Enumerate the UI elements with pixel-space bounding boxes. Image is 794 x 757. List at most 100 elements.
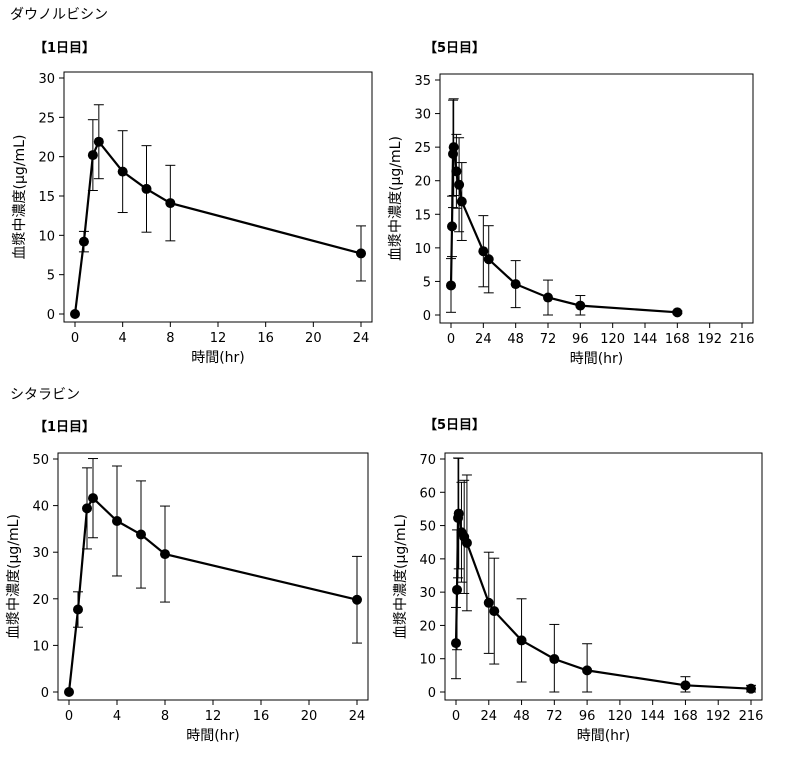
x-tick-label: 12 <box>210 331 227 346</box>
x-tick-label: 0 <box>65 709 73 724</box>
data-point <box>447 221 458 232</box>
y-tick-label: 10 <box>419 653 436 668</box>
data-point <box>454 179 465 190</box>
chart2-day-label: 【5日目】 <box>424 41 486 56</box>
data-point <box>452 584 463 595</box>
x-tick-label: 168 <box>673 709 698 724</box>
x-tick-label: 20 <box>301 709 318 724</box>
x-tick-label: 16 <box>253 709 270 724</box>
data-point <box>510 279 521 290</box>
x-tick-label: 8 <box>166 331 174 346</box>
section-title-daunorubicin: ダウノルビシン <box>10 7 108 23</box>
y-tick-label: 5 <box>47 269 55 284</box>
x-tick-label: 120 <box>607 709 632 724</box>
y-tick-label: 15 <box>414 208 431 223</box>
data-point <box>70 309 80 319</box>
data-point <box>483 597 494 608</box>
y-tick-label: 10 <box>414 242 431 257</box>
data-point <box>352 594 362 605</box>
x-tick-label: 24 <box>475 332 492 347</box>
data-point <box>117 166 128 177</box>
y-tick-label: 40 <box>419 553 436 568</box>
series-line <box>449 146 678 314</box>
y-tick-label: 40 <box>32 500 49 515</box>
chart-1: 0 5 10 15 20 25 30 0 4 8 12 16 20 24 時間(hr) 血漿中濃度(μg/mL… <box>12 71 373 366</box>
x-tick-label: 120 <box>600 332 625 347</box>
y-tick-label: 25 <box>38 111 55 126</box>
chart4-day-label: 【5日目】 <box>424 418 486 433</box>
series-line <box>73 139 362 315</box>
x-tick-label: 16 <box>257 331 274 346</box>
data-point <box>356 248 366 259</box>
x-tick-label: 192 <box>706 709 731 724</box>
data-point <box>73 604 83 615</box>
chart-4: 0 10 20 30 40 50 60 70 0 24 48 72 96 120 144 168 192 216 時… <box>393 452 764 744</box>
x-tick-label: 96 <box>579 709 596 724</box>
data-point <box>746 683 756 694</box>
x-tick-label: 192 <box>697 332 722 347</box>
data-point <box>136 529 146 540</box>
y-tick-label: 15 <box>38 190 55 205</box>
x-tick-label: 0 <box>452 709 460 724</box>
y-tick-label: 30 <box>419 586 436 601</box>
plot-area-frame <box>57 452 369 701</box>
data-point <box>582 665 593 676</box>
y-tick-label: 10 <box>38 229 55 244</box>
x-tick-label: 72 <box>540 332 557 347</box>
data-point <box>448 142 459 153</box>
data-point <box>160 549 170 560</box>
y-tick-label: 20 <box>32 593 49 608</box>
x-tick-label: 144 <box>633 332 658 347</box>
y-tick-label: 10 <box>32 639 49 654</box>
x-tick-label: 168 <box>665 332 690 347</box>
y-tick-label: 70 <box>419 453 436 468</box>
y-tick-label: 0 <box>423 309 431 324</box>
y-axis-label: 血漿中濃度(μg/mL) <box>6 514 22 639</box>
plot-area-frame <box>439 73 754 324</box>
data-point <box>141 183 152 194</box>
x-axis-label: 時間(hr) <box>577 728 631 744</box>
y-tick-label: 5 <box>423 275 431 290</box>
y-tick-label: 0 <box>47 308 55 323</box>
x-tick-label: 24 <box>353 331 370 346</box>
data-point <box>446 280 456 291</box>
chart1-day-label: 【1日目】 <box>34 41 96 56</box>
y-tick-label: 30 <box>32 546 49 561</box>
x-axis-label: 時間(hr) <box>570 351 624 367</box>
x-tick-label: 12 <box>205 709 222 724</box>
data-point <box>451 638 461 649</box>
data-point <box>478 246 489 257</box>
data-point <box>543 292 553 303</box>
x-tick-label: 48 <box>507 332 524 347</box>
data-point <box>456 196 467 207</box>
data-point <box>87 150 98 161</box>
y-tick-label: 0 <box>428 686 436 701</box>
chart3-day-label: 【1日目】 <box>34 420 96 435</box>
x-tick-label: 48 <box>513 709 530 724</box>
x-tick-label: 0 <box>447 332 455 347</box>
plot-area-frame <box>444 452 763 701</box>
data-point <box>451 166 462 177</box>
data-point <box>461 537 472 548</box>
data-point <box>165 198 176 209</box>
section-title-cytarabine: シタラビン <box>10 387 80 403</box>
y-tick-label: 20 <box>419 619 436 634</box>
x-axis-label: 時間(hr) <box>186 728 240 744</box>
x-tick-label: 216 <box>730 332 755 347</box>
x-tick-label: 24 <box>349 709 366 724</box>
x-tick-label: 8 <box>161 709 169 724</box>
plot-area-frame <box>63 71 373 323</box>
series-line <box>454 513 752 690</box>
data-point <box>88 493 98 504</box>
data-point <box>680 680 691 691</box>
y-axis-label: 血漿中濃度(μg/mL) <box>388 136 404 261</box>
x-tick-label: 20 <box>305 331 322 346</box>
x-tick-label: 4 <box>119 331 127 346</box>
x-tick-label: 216 <box>739 709 764 724</box>
x-tick-label: 0 <box>71 331 79 346</box>
data-point <box>489 606 500 617</box>
data-point <box>93 136 104 147</box>
data-point <box>672 307 683 318</box>
x-axis-label: 時間(hr) <box>191 350 245 366</box>
